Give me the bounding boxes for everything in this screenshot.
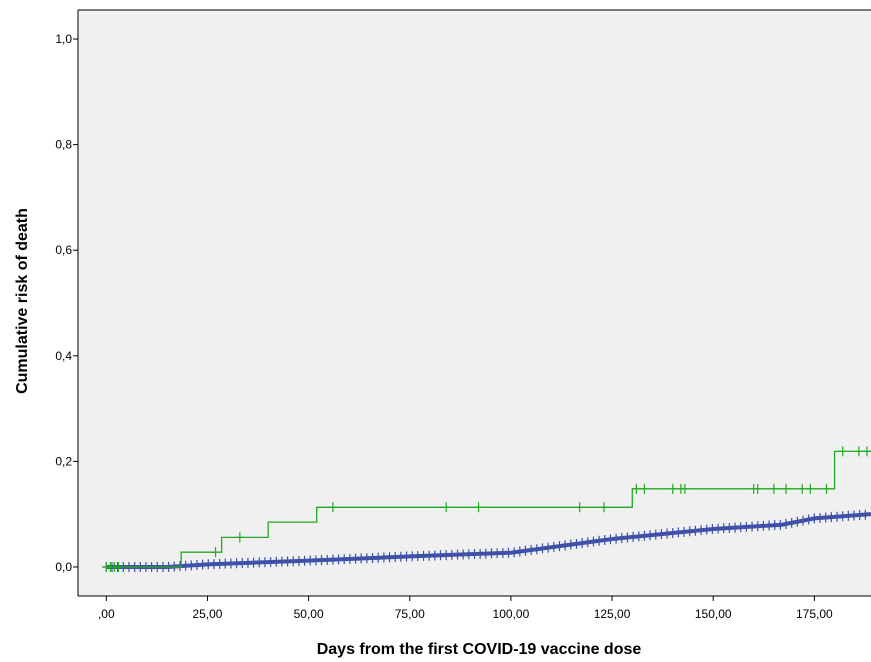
- censor-mark: [532, 544, 541, 555]
- censor-mark: [799, 515, 808, 526]
- censor-mark: [776, 519, 785, 530]
- censor-mark: [474, 502, 483, 513]
- censor-mark: [566, 539, 575, 550]
- censor-mark: [862, 446, 871, 457]
- censor-mark: [544, 542, 553, 553]
- censor-mark: [680, 483, 689, 494]
- censor-mark: [854, 446, 863, 457]
- censor-mark: [515, 546, 524, 557]
- censor-mark: [782, 483, 791, 494]
- censor-mark: [787, 517, 796, 528]
- censor-mark: [640, 483, 649, 494]
- censor-mark: [804, 514, 813, 525]
- censor-mark: [442, 502, 451, 513]
- censor-mark: [793, 516, 802, 527]
- censor-mark: [632, 483, 641, 494]
- x-axis-title: Days from the first COVID-19 vaccine dos…: [317, 641, 642, 658]
- plot-area: [78, 10, 871, 596]
- y-tick-label: 0,8: [55, 138, 72, 152]
- censor-mark: [583, 537, 592, 548]
- censor-mark: [838, 446, 847, 457]
- censor-mark: [549, 541, 558, 552]
- censor-mark: [668, 483, 677, 494]
- censor-mark: [599, 502, 608, 513]
- censor-mark: [538, 543, 547, 554]
- censor-mark: [114, 561, 123, 572]
- x-tick-label: 175,00: [796, 607, 833, 621]
- x-tick-label: 75,00: [395, 607, 425, 621]
- censor-mark: [575, 502, 584, 513]
- x-tick-label: 50,00: [294, 607, 324, 621]
- y-tick-label: 0,4: [55, 349, 72, 363]
- censor-mark: [769, 483, 778, 494]
- censor-mark: [578, 538, 587, 549]
- censor-mark: [595, 535, 604, 546]
- censor-mark: [521, 545, 530, 556]
- y-tick-label: 1,0: [55, 32, 72, 46]
- x-tick-label: 125,00: [594, 607, 631, 621]
- censor-mark: [606, 534, 615, 545]
- axes: [73, 9, 871, 601]
- censor-mark: [753, 483, 762, 494]
- censor-mark: [527, 544, 536, 555]
- censor-mark: [572, 538, 581, 549]
- tick-labels: 0,0 0,2 0,4 0,6 0,8 1,0 ,00 25,00 50,00 75,00 100,…: [55, 32, 833, 621]
- censor-mark: [861, 509, 870, 520]
- y-tick-label: 0,0: [55, 560, 72, 574]
- censor-mark: [822, 483, 831, 494]
- censor-mark: [328, 502, 337, 513]
- censor-mark: [782, 518, 791, 529]
- censor-mark: [211, 547, 220, 558]
- y-tick-label: 0,6: [55, 243, 72, 257]
- x-tick-label: 150,00: [695, 607, 732, 621]
- censor-mark: [600, 534, 609, 545]
- y-axis-title: Cumulative risk of death: [14, 208, 31, 394]
- x-tick-label: 100,00: [493, 607, 530, 621]
- x-tick-label: 25,00: [192, 607, 222, 621]
- series-blue: [102, 509, 871, 572]
- censor-mark: [798, 483, 807, 494]
- censor-mark: [561, 540, 570, 551]
- censor-mark: [806, 483, 815, 494]
- censor-mark: [510, 547, 519, 558]
- y-tick-label: 0,2: [55, 454, 72, 468]
- censor-mark: [589, 536, 598, 547]
- series-layer: [102, 446, 871, 572]
- series-green: [102, 446, 871, 572]
- censor-mark: [555, 541, 564, 552]
- x-tick-label: ,00: [98, 607, 115, 621]
- censor-mark: [235, 532, 244, 543]
